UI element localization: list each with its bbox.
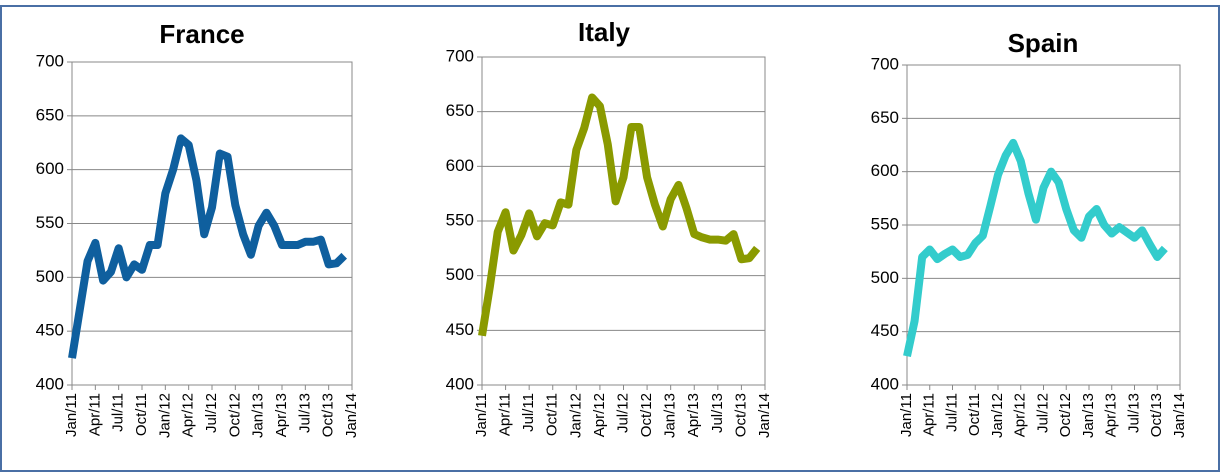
y-tick-label: 700 [36, 51, 64, 70]
x-tick-label: Jul/13 [709, 393, 726, 433]
chart-title: France [159, 19, 244, 49]
y-tick-label: 550 [36, 213, 64, 232]
x-tick-label: Jan/12 [156, 393, 173, 438]
x-tick-label: Apr/12 [1012, 393, 1029, 437]
x-tick-label: Jul/12 [1034, 393, 1051, 433]
chart-title: Italy [578, 17, 631, 47]
x-tick-label: Oct/12 [638, 393, 655, 437]
x-tick-label: Oct/11 [133, 393, 150, 436]
x-tick-label: Jan/13 [250, 393, 267, 438]
x-tick-label: Apr/12 [180, 393, 197, 437]
x-tick-label: Jan/12 [989, 393, 1006, 438]
x-tick-label: Jan/13 [1080, 393, 1097, 438]
y-tick-label: 650 [36, 105, 64, 124]
x-tick-label: Jan/11 [898, 393, 915, 437]
x-tick-label: Apr/12 [591, 393, 608, 437]
x-tick-label: Jan/12 [567, 393, 584, 438]
x-tick-label: Oct/12 [226, 393, 243, 437]
x-tick-label: Oct/13 [732, 393, 749, 437]
x-tick-label: Apr/11 [921, 393, 938, 436]
chart-title: Spain [1008, 28, 1079, 58]
x-tick-label: Jul/13 [1125, 393, 1142, 433]
line [903, 138, 1168, 358]
x-tick-label: Oct/11 [966, 393, 983, 436]
y-tick-label: 400 [446, 374, 474, 393]
line [68, 134, 348, 359]
x-tick-label: Oct/13 [1148, 393, 1165, 437]
x-tick-label: Jul/11 [110, 393, 127, 432]
y-tick-label: 400 [871, 374, 899, 393]
y-tick-label: 500 [871, 268, 899, 287]
y-tick-label: 500 [36, 267, 64, 286]
x-tick-label: Oct/13 [320, 393, 337, 437]
x-tick-label: Oct/11 [544, 393, 561, 436]
y-tick-label: 450 [871, 321, 899, 340]
y-tick-label: 500 [446, 265, 474, 284]
y-tick-label: 400 [36, 374, 64, 393]
x-tick-label: Apr/13 [273, 393, 290, 437]
x-tick-label: Jul/12 [614, 393, 631, 433]
y-tick-label: 550 [446, 210, 474, 229]
x-tick-label: Jan/13 [662, 393, 679, 438]
y-tick-label: 600 [871, 161, 899, 180]
x-tick-label: Jul/13 [296, 393, 313, 433]
x-tick-label: Apr/13 [1103, 393, 1120, 437]
y-tick-label: 650 [871, 108, 899, 127]
y-tick-label: 450 [36, 321, 64, 340]
x-tick-label: Jul/11 [520, 393, 537, 432]
x-tick-label: Jan/14 [1171, 393, 1188, 438]
y-tick-label: 600 [36, 159, 64, 178]
x-tick-label: Jan/14 [756, 393, 773, 438]
line [478, 93, 761, 337]
y-tick-label: 550 [871, 214, 899, 233]
frame [0, 5, 1220, 472]
x-tick-label: Apr/13 [685, 393, 702, 437]
y-tick-label: 600 [446, 156, 474, 175]
x-tick-label: Jan/11 [63, 393, 80, 437]
y-tick-label: 650 [446, 101, 474, 120]
y-tick-label: 700 [446, 46, 474, 65]
y-tick-label: 450 [446, 320, 474, 339]
x-tick-label: Jul/11 [943, 393, 960, 432]
x-tick-label: Oct/12 [1057, 393, 1074, 437]
x-tick-label: Apr/11 [497, 393, 514, 436]
x-tick-label: Apr/11 [86, 393, 103, 436]
x-tick-label: Jul/12 [203, 393, 220, 433]
y-tick-label: 700 [871, 54, 899, 73]
x-tick-label: Jan/11 [473, 393, 490, 437]
x-tick-label: Jan/14 [343, 393, 360, 438]
